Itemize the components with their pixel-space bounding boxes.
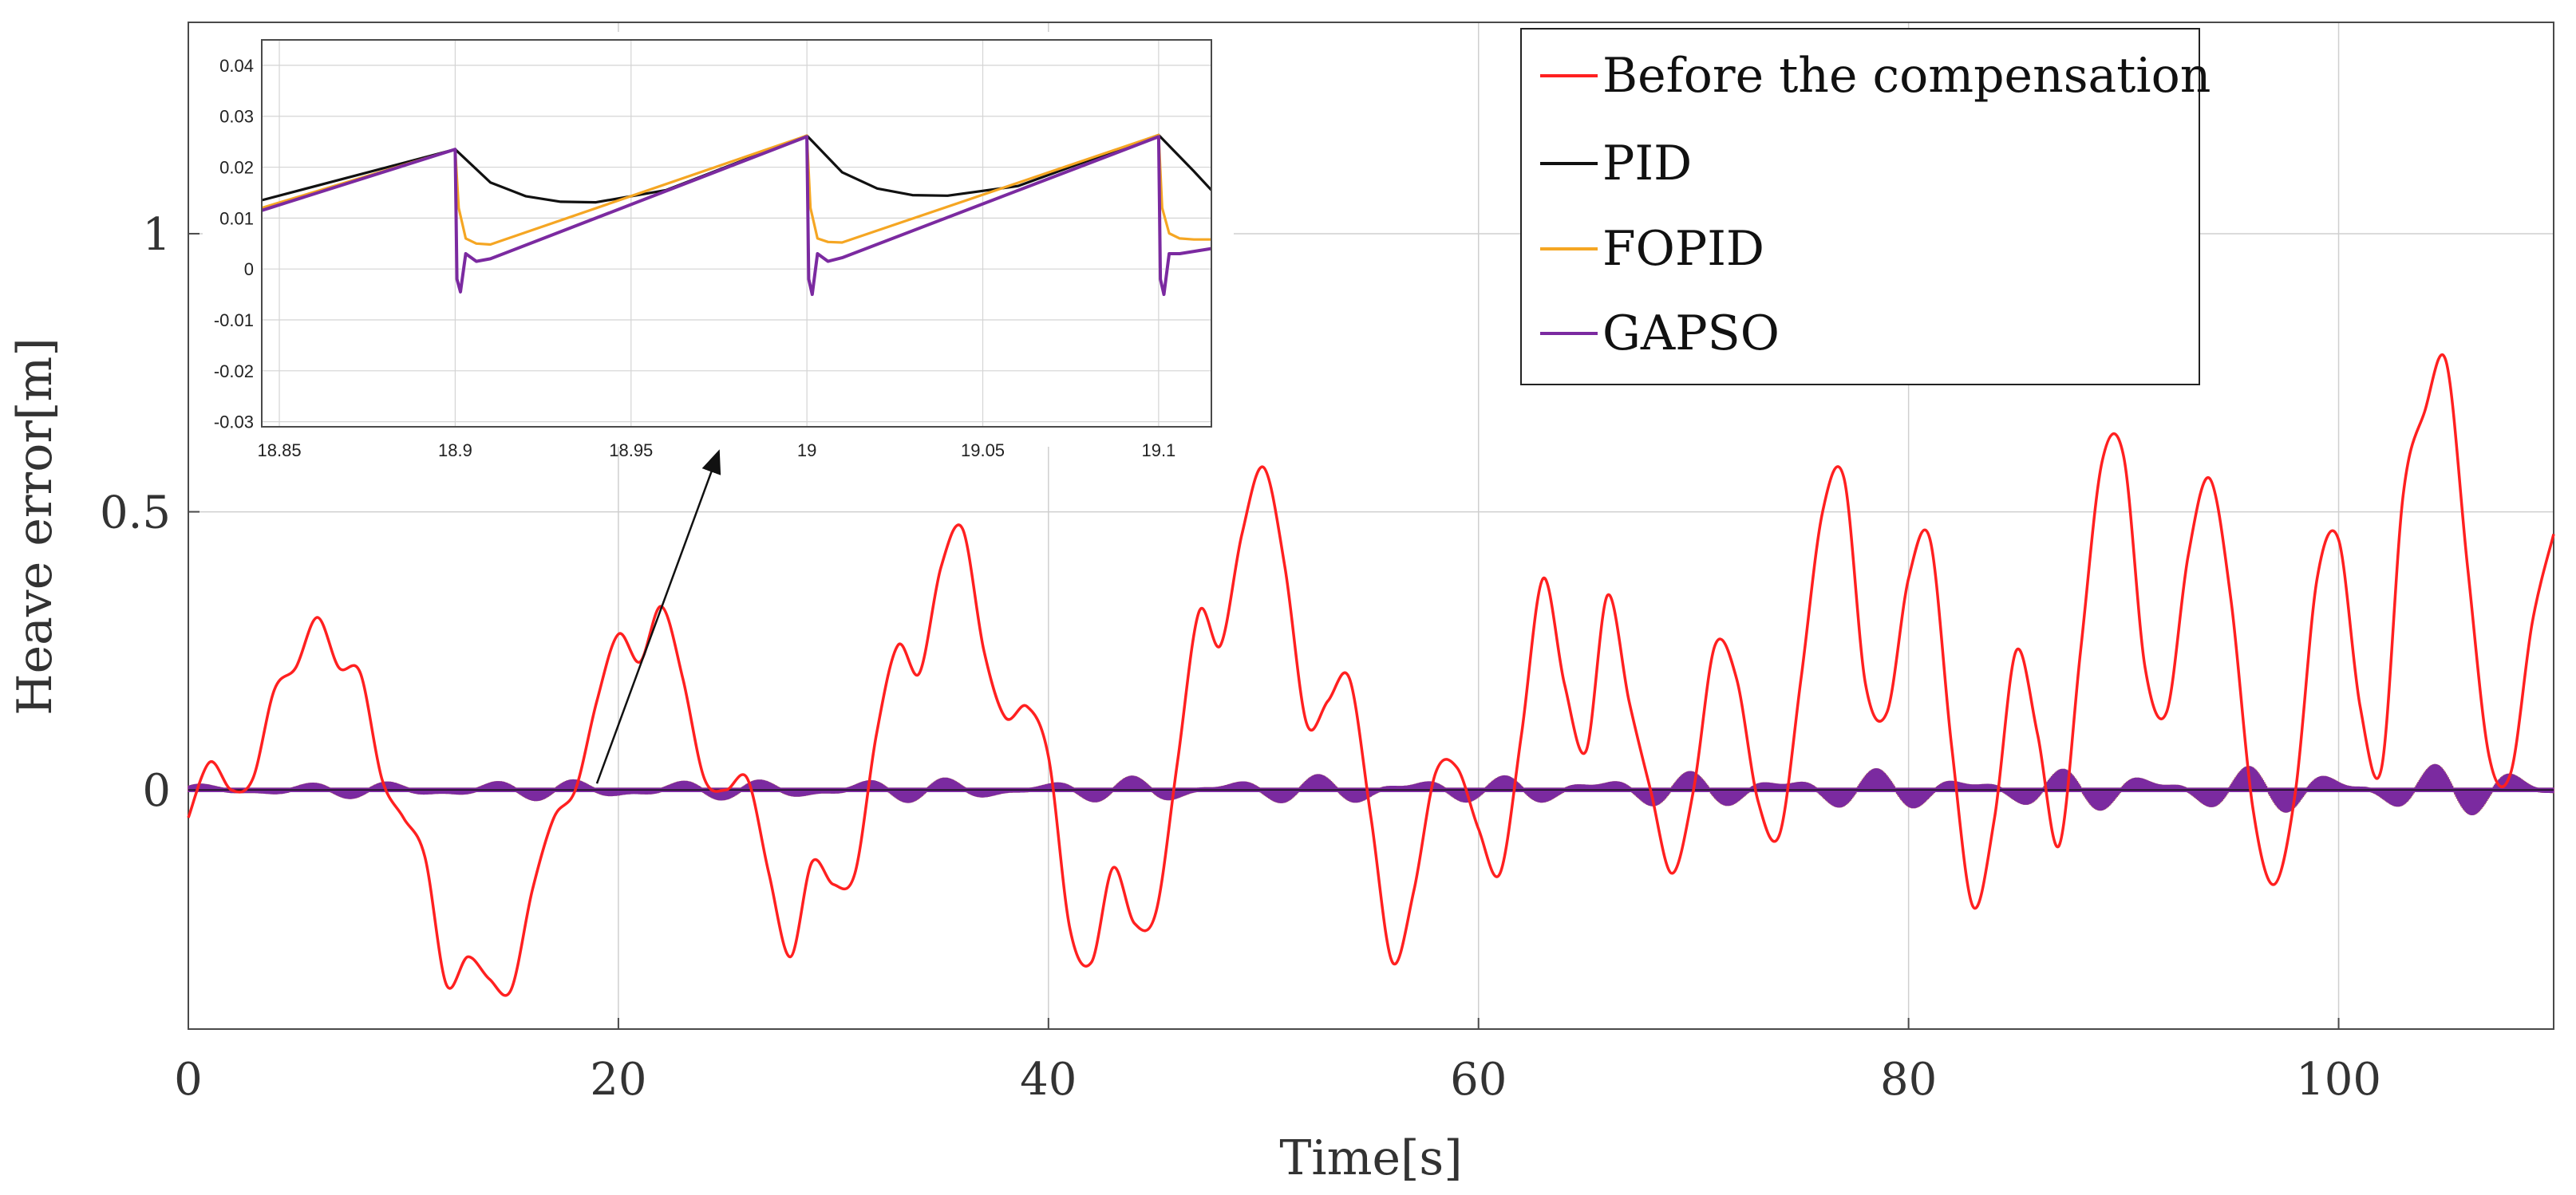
inset-y-tick-label: 0 — [244, 259, 254, 279]
inset-plot-frame — [261, 39, 1212, 428]
inset-y-tick-label: 0.04 — [219, 56, 254, 76]
legend-label-fopid: FOPID — [1602, 221, 1764, 277]
series-gapso-band — [188, 763, 2554, 815]
inset-y-tick-label: -0.01 — [214, 310, 254, 330]
zoom-arrow — [595, 449, 721, 784]
inset-series-fopid — [261, 133, 1211, 246]
legend-item-gapso: GAPSO — [1540, 306, 1780, 361]
main-x-tick-label: 80 — [1880, 1054, 1937, 1106]
main-y-tick-labels: 00.51 — [100, 209, 171, 817]
main-y-tick-label: 1 — [142, 209, 171, 261]
y-axis-title: Heave error[m] — [7, 337, 63, 715]
legend-item-fopid: FOPID — [1540, 221, 1764, 277]
main-x-tick-labels: 0 20 40 60 80 100 — [174, 1054, 2381, 1106]
x-axis-title: Time[s] — [1279, 1130, 1462, 1186]
legend: Before the compensation PID FOPID GAPSO — [1520, 28, 2211, 385]
inset-series-gapso — [261, 135, 1212, 297]
main-x-tick-label: 0 — [174, 1054, 203, 1106]
inset-x-tick-label: 18.85 — [258, 440, 302, 460]
legend-label-before: Before the compensation — [1602, 48, 2211, 104]
main-x-tick-label: 40 — [1020, 1054, 1077, 1106]
main-y-tick-label: 0 — [142, 765, 171, 817]
main-x-tick-label: 60 — [1450, 1054, 1507, 1106]
inset-x-tick-label: 18.95 — [609, 440, 653, 460]
legend-label-pid: PID — [1602, 136, 1692, 191]
inset-x-tick-labels: 18.85 18.9 18.95 19 19.05 19.1 — [258, 440, 1176, 460]
inset-x-tick-label: 19 — [797, 440, 816, 460]
main-x-tick-label: 20 — [590, 1054, 646, 1106]
legend-label-gapso: GAPSO — [1602, 306, 1780, 361]
inset-grid — [262, 40, 1211, 427]
inset-series-pid — [261, 133, 1213, 204]
main-y-tick-label: 0.5 — [100, 487, 171, 539]
legend-item-pid: PID — [1540, 136, 1692, 191]
inset-x-tick-label: 19.1 — [1141, 440, 1175, 460]
inset-y-tick-label: -0.03 — [214, 412, 254, 432]
inset-x-tick-label: 18.9 — [438, 440, 472, 460]
inset-x-tick-label: 19.05 — [961, 440, 1005, 460]
inset-y-tick-label: -0.02 — [214, 361, 254, 381]
inset-y-tick-label: 0.03 — [219, 107, 254, 127]
inset-y-tick-label: 0.02 — [219, 158, 254, 178]
main-x-tick-label: 100 — [2296, 1054, 2381, 1106]
inset-background — [203, 32, 1234, 447]
legend-box — [1520, 28, 2200, 385]
legend-item-before: Before the compensation — [1540, 48, 2211, 104]
inset-y-tick-labels: -0.03 -0.02 -0.01 0 0.01 0.02 0.03 0.04 — [214, 56, 254, 432]
main-plot-frame — [188, 22, 2554, 1030]
inset-zoom-plot: 18.85 18.9 18.95 19 19.05 19.1 -0.03-0.02-0.0… — [203, 32, 1234, 460]
inset-series-group — [261, 133, 1213, 297]
inset-y-tick-label: 0.01 — [219, 208, 254, 228]
